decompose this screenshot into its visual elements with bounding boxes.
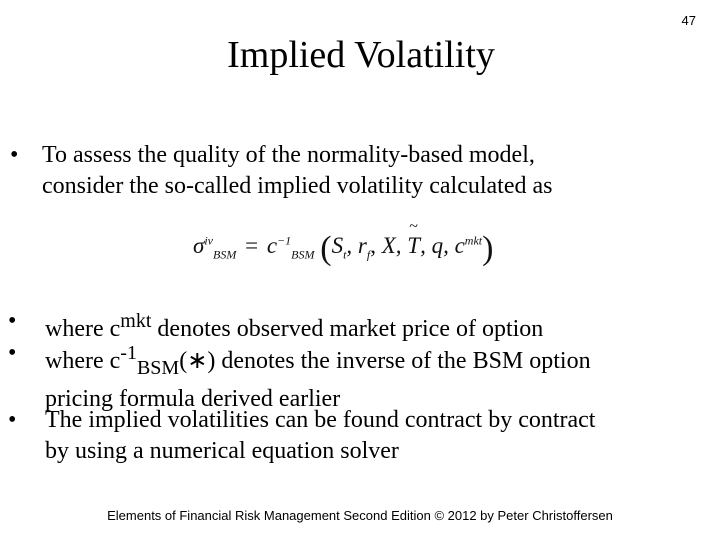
formula-s-sub: t xyxy=(343,247,347,262)
formula-q: q xyxy=(431,233,444,258)
slide-footer: Elements of Financial Risk Management Se… xyxy=(107,508,613,523)
formula-sigma-sup: iv xyxy=(204,233,214,248)
formula-r: r xyxy=(357,233,367,258)
bullet-assess-quality: • To assess the quality of the normality… xyxy=(10,140,690,202)
formula-s: S xyxy=(331,233,344,258)
formula-close-paren: ) xyxy=(482,230,494,267)
formula-open-paren: ( xyxy=(320,230,332,267)
bullet-prefix: where xyxy=(45,316,110,342)
bullet-marker: • xyxy=(8,308,17,334)
formula-t-tilde: T xyxy=(407,218,420,259)
formula-c-sup: −1 xyxy=(277,233,292,248)
bullet-line: where c-1BSM(∗) denotes the inverse of t… xyxy=(45,338,708,384)
bullet-line: The implied volatilities can be found co… xyxy=(45,407,596,433)
bullet-prefix: where xyxy=(45,348,110,374)
page-number: 47 xyxy=(681,13,696,28)
bullet-suffix: denotes observed market price of option xyxy=(151,316,544,342)
formula-comma: , xyxy=(420,233,432,258)
formula-c-sub: BSM xyxy=(291,247,315,262)
bullet-inverse-bsm: • where c-1BSM(∗) denotes the inverse of… xyxy=(8,338,708,415)
bullet-line: by using a numerical equation solver xyxy=(45,438,399,464)
bullet-var-sup: -1 xyxy=(120,342,137,364)
slide-title: Implied Volatility xyxy=(0,30,720,80)
implied-volatility-formula: σivBSM = c−1BSM (St, rf, X, T, q, cmkt) xyxy=(193,218,494,276)
bullet-cmkt-definition: • where cmkt denotes observed market pri… xyxy=(8,306,708,345)
formula-c: c xyxy=(266,233,278,258)
bullet-line: consider the so-called implied volatilit… xyxy=(42,173,553,199)
bullet-marker: • xyxy=(10,142,19,168)
formula-r-sub: f xyxy=(366,247,371,262)
bullet-numerical-solver: • The implied volatilities can be found … xyxy=(8,405,708,467)
formula-sigma: σ xyxy=(193,233,205,258)
formula-cmkt-sup: mkt xyxy=(464,233,483,248)
bullet-marker: • xyxy=(8,407,17,433)
formula-comma: , xyxy=(395,233,408,258)
bullet-var: c xyxy=(109,316,121,342)
bullet-line: To assess the quality of the normality-b… xyxy=(42,142,535,168)
formula-x: X xyxy=(381,233,396,258)
formula-cmkt: c xyxy=(454,233,465,258)
formula-comma: , xyxy=(443,233,455,258)
formula-equals: = xyxy=(245,233,259,258)
formula-comma: , xyxy=(370,233,382,258)
bullet-var-sub: BSM xyxy=(136,356,180,379)
bullet-marker: • xyxy=(8,340,17,366)
bullet-var: c xyxy=(109,348,121,374)
bullet-line: pricing formula derived earlier xyxy=(45,385,341,412)
slide-title-text: Implied Volatility xyxy=(227,34,495,76)
formula-sigma-sub: BSM xyxy=(213,247,237,262)
bullet-line: where cmkt denotes observed market price… xyxy=(45,306,708,345)
bullet-var-sup: mkt xyxy=(120,310,152,332)
bullet-suffix: (∗) denotes the inverse of the BSM optio… xyxy=(179,348,591,374)
formula-comma: , xyxy=(346,233,358,258)
